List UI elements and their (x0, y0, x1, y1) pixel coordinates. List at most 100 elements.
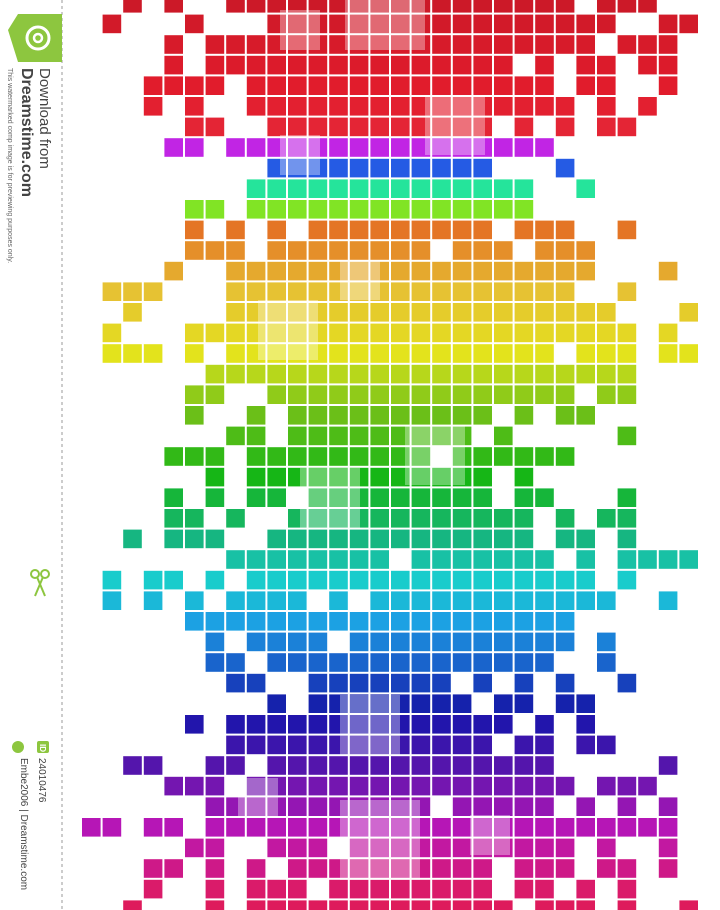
pixel-square (308, 900, 328, 910)
pixel-square (370, 158, 389, 178)
pixel-square (123, 282, 142, 301)
pixel-square (494, 364, 513, 384)
pixel-square (679, 14, 698, 34)
pixel-square (617, 426, 637, 446)
pixel-square (391, 838, 410, 858)
pixel-square (288, 117, 307, 137)
pixel-square (185, 612, 204, 631)
pixel-square (535, 364, 554, 384)
pixel-square (267, 385, 286, 404)
pixel-square (288, 653, 307, 672)
pixel-square (185, 241, 204, 260)
pixel-square (267, 282, 286, 301)
pixel-square (185, 323, 204, 343)
pixel-square (555, 406, 575, 425)
pixel-square (205, 859, 225, 878)
pixel-square (308, 220, 328, 240)
pixel-square (143, 76, 163, 95)
pixel-square (452, 447, 472, 466)
pixel-square (288, 55, 307, 75)
pixel-square (411, 220, 431, 240)
pixel-square (411, 529, 431, 549)
pixel-square (349, 117, 369, 137)
pixel-square (246, 612, 266, 631)
pixel-square (246, 282, 266, 301)
pixel-square (473, 859, 492, 878)
pixel-square (514, 220, 534, 240)
pixel-square (205, 117, 225, 137)
sidebar-background (0, 0, 62, 910)
pixel-square (391, 879, 410, 899)
pixel-square (535, 97, 554, 116)
pixel-square (514, 673, 534, 693)
pixel-square (308, 179, 328, 198)
pixel-square (329, 55, 348, 75)
pixel-square (535, 241, 554, 260)
pixel-square (308, 282, 328, 301)
pixel-square (576, 529, 595, 549)
pixel-square (535, 488, 554, 507)
pixel-square (391, 797, 410, 816)
pixel-square (370, 241, 389, 260)
pixel-square (308, 488, 328, 507)
pixel-square (370, 818, 389, 837)
pixel-square (494, 900, 513, 910)
pixel-square (308, 550, 328, 569)
pixel-square (370, 756, 389, 775)
pixel-square (288, 303, 307, 322)
pixel-square (535, 55, 554, 75)
pixel-square (164, 529, 183, 549)
pixel-square (246, 467, 266, 487)
pixel-square (432, 673, 451, 693)
pixel-square (267, 694, 286, 713)
pixel-square (535, 653, 554, 672)
pixel-square (473, 35, 492, 54)
pixel-square (391, 756, 410, 775)
pixel-square (308, 323, 328, 343)
pixel-square (514, 756, 534, 775)
pixel-square (205, 200, 225, 219)
pixel-square (288, 612, 307, 631)
pixel-square (576, 35, 595, 54)
pixel-square (514, 653, 534, 672)
pixel-square (452, 97, 472, 116)
pixel-square (267, 756, 286, 775)
pixel-square (391, 158, 410, 178)
pixel-square (576, 364, 595, 384)
pixel-square (329, 488, 348, 507)
pixel-square (391, 303, 410, 322)
pixel-square (267, 550, 286, 569)
pixel-square (514, 261, 534, 281)
pixel-square (267, 303, 286, 322)
pixel-square (494, 241, 513, 260)
pixel-square (411, 488, 431, 507)
pixel-square (555, 838, 575, 858)
pixel-square (411, 385, 431, 404)
pixel-square (473, 138, 492, 157)
pixel-square (226, 138, 245, 157)
pixel-square (514, 735, 534, 755)
pixel-square (473, 776, 492, 796)
pixel-square (494, 653, 513, 672)
pixel-square (473, 364, 492, 384)
pixel-square (494, 97, 513, 116)
pixel-square (658, 261, 678, 281)
pixel-square (329, 138, 348, 157)
pixel-square (123, 900, 142, 910)
pixel-square (411, 776, 431, 796)
pixel-square (555, 35, 575, 54)
pixel-square (494, 323, 513, 343)
pixel-square (617, 282, 637, 301)
pixel-square (494, 138, 513, 157)
pixel-square (555, 447, 575, 466)
pixel-square (494, 14, 513, 34)
pixel-square (432, 632, 451, 652)
pixel-square (205, 570, 225, 590)
pixel-square (308, 303, 328, 322)
pixel-square (514, 859, 534, 878)
pixel-square (308, 200, 328, 219)
pixel-square (370, 591, 389, 610)
pixel-square (308, 76, 328, 95)
pixel-square (494, 303, 513, 322)
